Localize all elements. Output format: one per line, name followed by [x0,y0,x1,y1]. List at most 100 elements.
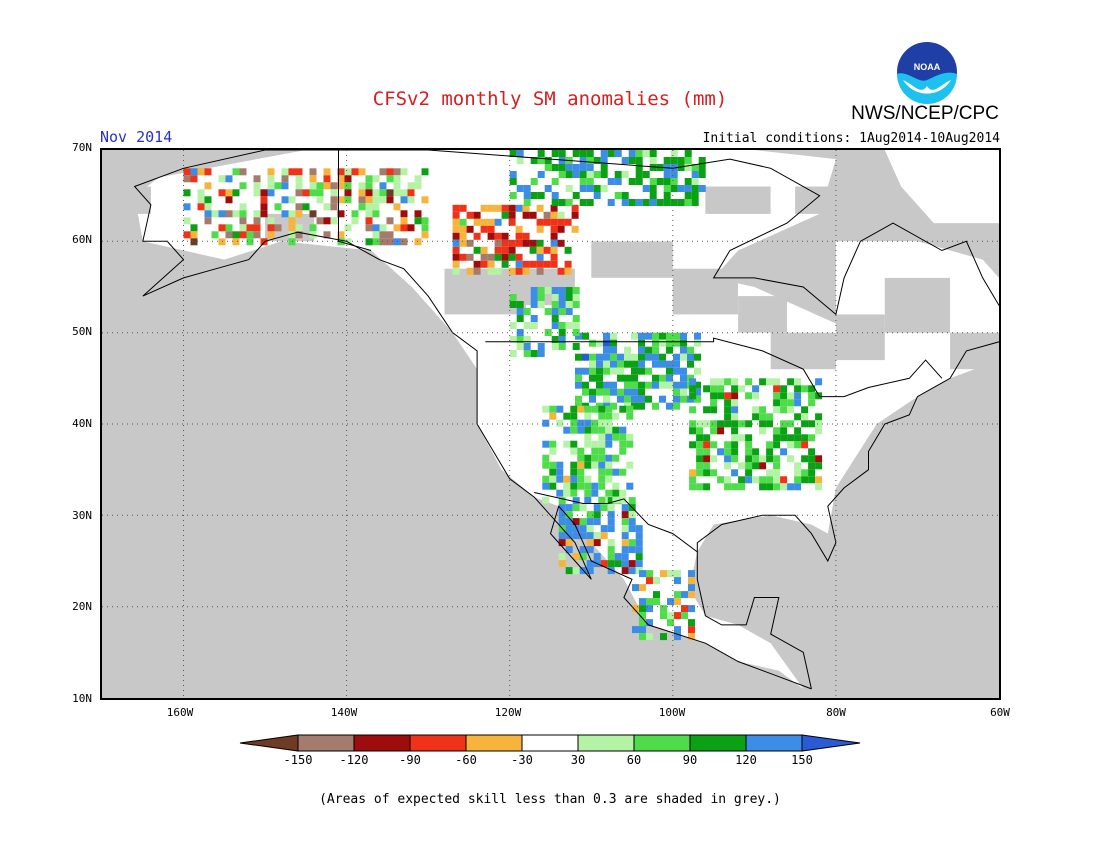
anomaly-cell [780,420,788,428]
anomaly-cell [572,322,580,329]
anomaly-cell [204,203,212,211]
anomaly-cell [710,399,718,407]
anomaly-cell [645,346,652,354]
anomaly-cell [537,343,545,350]
anomaly-cell [684,199,692,206]
anomaly-cell [614,553,622,561]
anomaly-cell [421,224,429,232]
anomaly-cell [635,539,643,547]
anomaly-cell [459,239,467,247]
anomaly-cell [565,185,573,192]
anomaly-cell [565,287,573,294]
anomaly-cell [619,489,627,497]
anomaly-cell [572,192,580,199]
anomaly-cell [603,346,610,354]
anomaly-cell [316,189,324,197]
anomaly-cell [607,504,615,512]
anomaly-cell [663,157,671,164]
anomaly-cell [673,332,680,340]
anomaly-cell [596,360,603,368]
anomaly-cell [628,567,636,575]
anomaly-cell [509,171,517,178]
anomaly-cell [780,476,788,484]
anomaly-cell [773,462,781,470]
anomaly-cell [680,381,687,389]
anomaly-cell [529,239,537,247]
anomaly-cell [537,192,545,199]
anomaly-cell [556,419,564,427]
anomaly-cell [550,211,558,219]
anomaly-cell [787,399,795,407]
anomaly-cell [612,482,620,490]
anomaly-cell [773,378,781,386]
anomaly-cell [218,175,226,183]
anomaly-cell [687,346,694,354]
anomaly-cell [759,462,767,470]
anomaly-cell [480,246,488,254]
anomaly-cell [509,192,517,199]
anomaly-cell [558,553,566,561]
anomaly-cell [452,225,460,233]
anomaly-cell [572,301,580,308]
anomaly-cell [260,210,268,218]
anomaly-cell [801,406,809,414]
anomaly-cell [677,164,685,171]
anomaly-cell [344,196,352,204]
anomaly-cell [309,189,317,197]
anomaly-cell [494,218,502,226]
anomaly-cell [551,308,559,315]
anomaly-cell [689,392,697,400]
anomaly-cell [501,253,509,261]
anomaly-cell [607,178,615,185]
anomaly-cell [551,315,559,322]
anomaly-cell [515,232,523,240]
anomaly-cell [536,239,544,247]
anomaly-cell [393,175,401,183]
anomaly-cell [631,395,638,403]
anomaly-cell [674,577,681,585]
anomaly-cell [710,385,718,393]
anomaly-cell [605,419,613,427]
anomaly-cell [688,577,695,585]
anomaly-cell [579,518,587,526]
anomaly-cell [808,399,816,407]
anomaly-cell [808,469,816,477]
anomaly-cell [582,388,589,396]
anomaly-cell [572,329,580,336]
anomaly-cell [598,482,606,490]
anomaly-cell [691,185,699,192]
anomaly-cell [635,178,643,185]
anomaly-cell [607,560,615,568]
anomaly-cell [190,238,198,246]
anomaly-cell [563,412,571,420]
colorbar-box [297,734,355,752]
anomaly-cell [638,388,645,396]
colorbar-box [465,734,523,752]
anomaly-cell [638,381,645,389]
anomaly-cell [645,332,652,340]
anomaly-cell [787,483,795,491]
colorbar-label: 30 [570,753,586,767]
anomaly-cell [579,525,587,533]
anomaly-cell [794,469,802,477]
anomaly-cell [575,332,582,340]
anomaly-cell [591,405,599,413]
anomaly-cell [579,171,587,178]
anomaly-cell [794,392,802,400]
anomaly-cell [642,171,650,178]
anomaly-cell [253,182,261,190]
anomaly-cell [717,420,725,428]
anomaly-cell [610,353,617,361]
anomaly-cell [628,150,636,157]
anomaly-cell [646,619,653,627]
anomaly-cell [509,150,517,157]
anomaly-cell [689,427,697,435]
anomaly-cell [530,287,538,294]
anomaly-cell [480,204,488,212]
anomaly-cell [787,378,795,386]
anomaly-cell [551,322,559,329]
anomaly-cell [316,182,324,190]
anomaly-cell [745,448,753,456]
noaa-logo: NOAA [897,42,957,104]
anomaly-cell [649,150,657,157]
